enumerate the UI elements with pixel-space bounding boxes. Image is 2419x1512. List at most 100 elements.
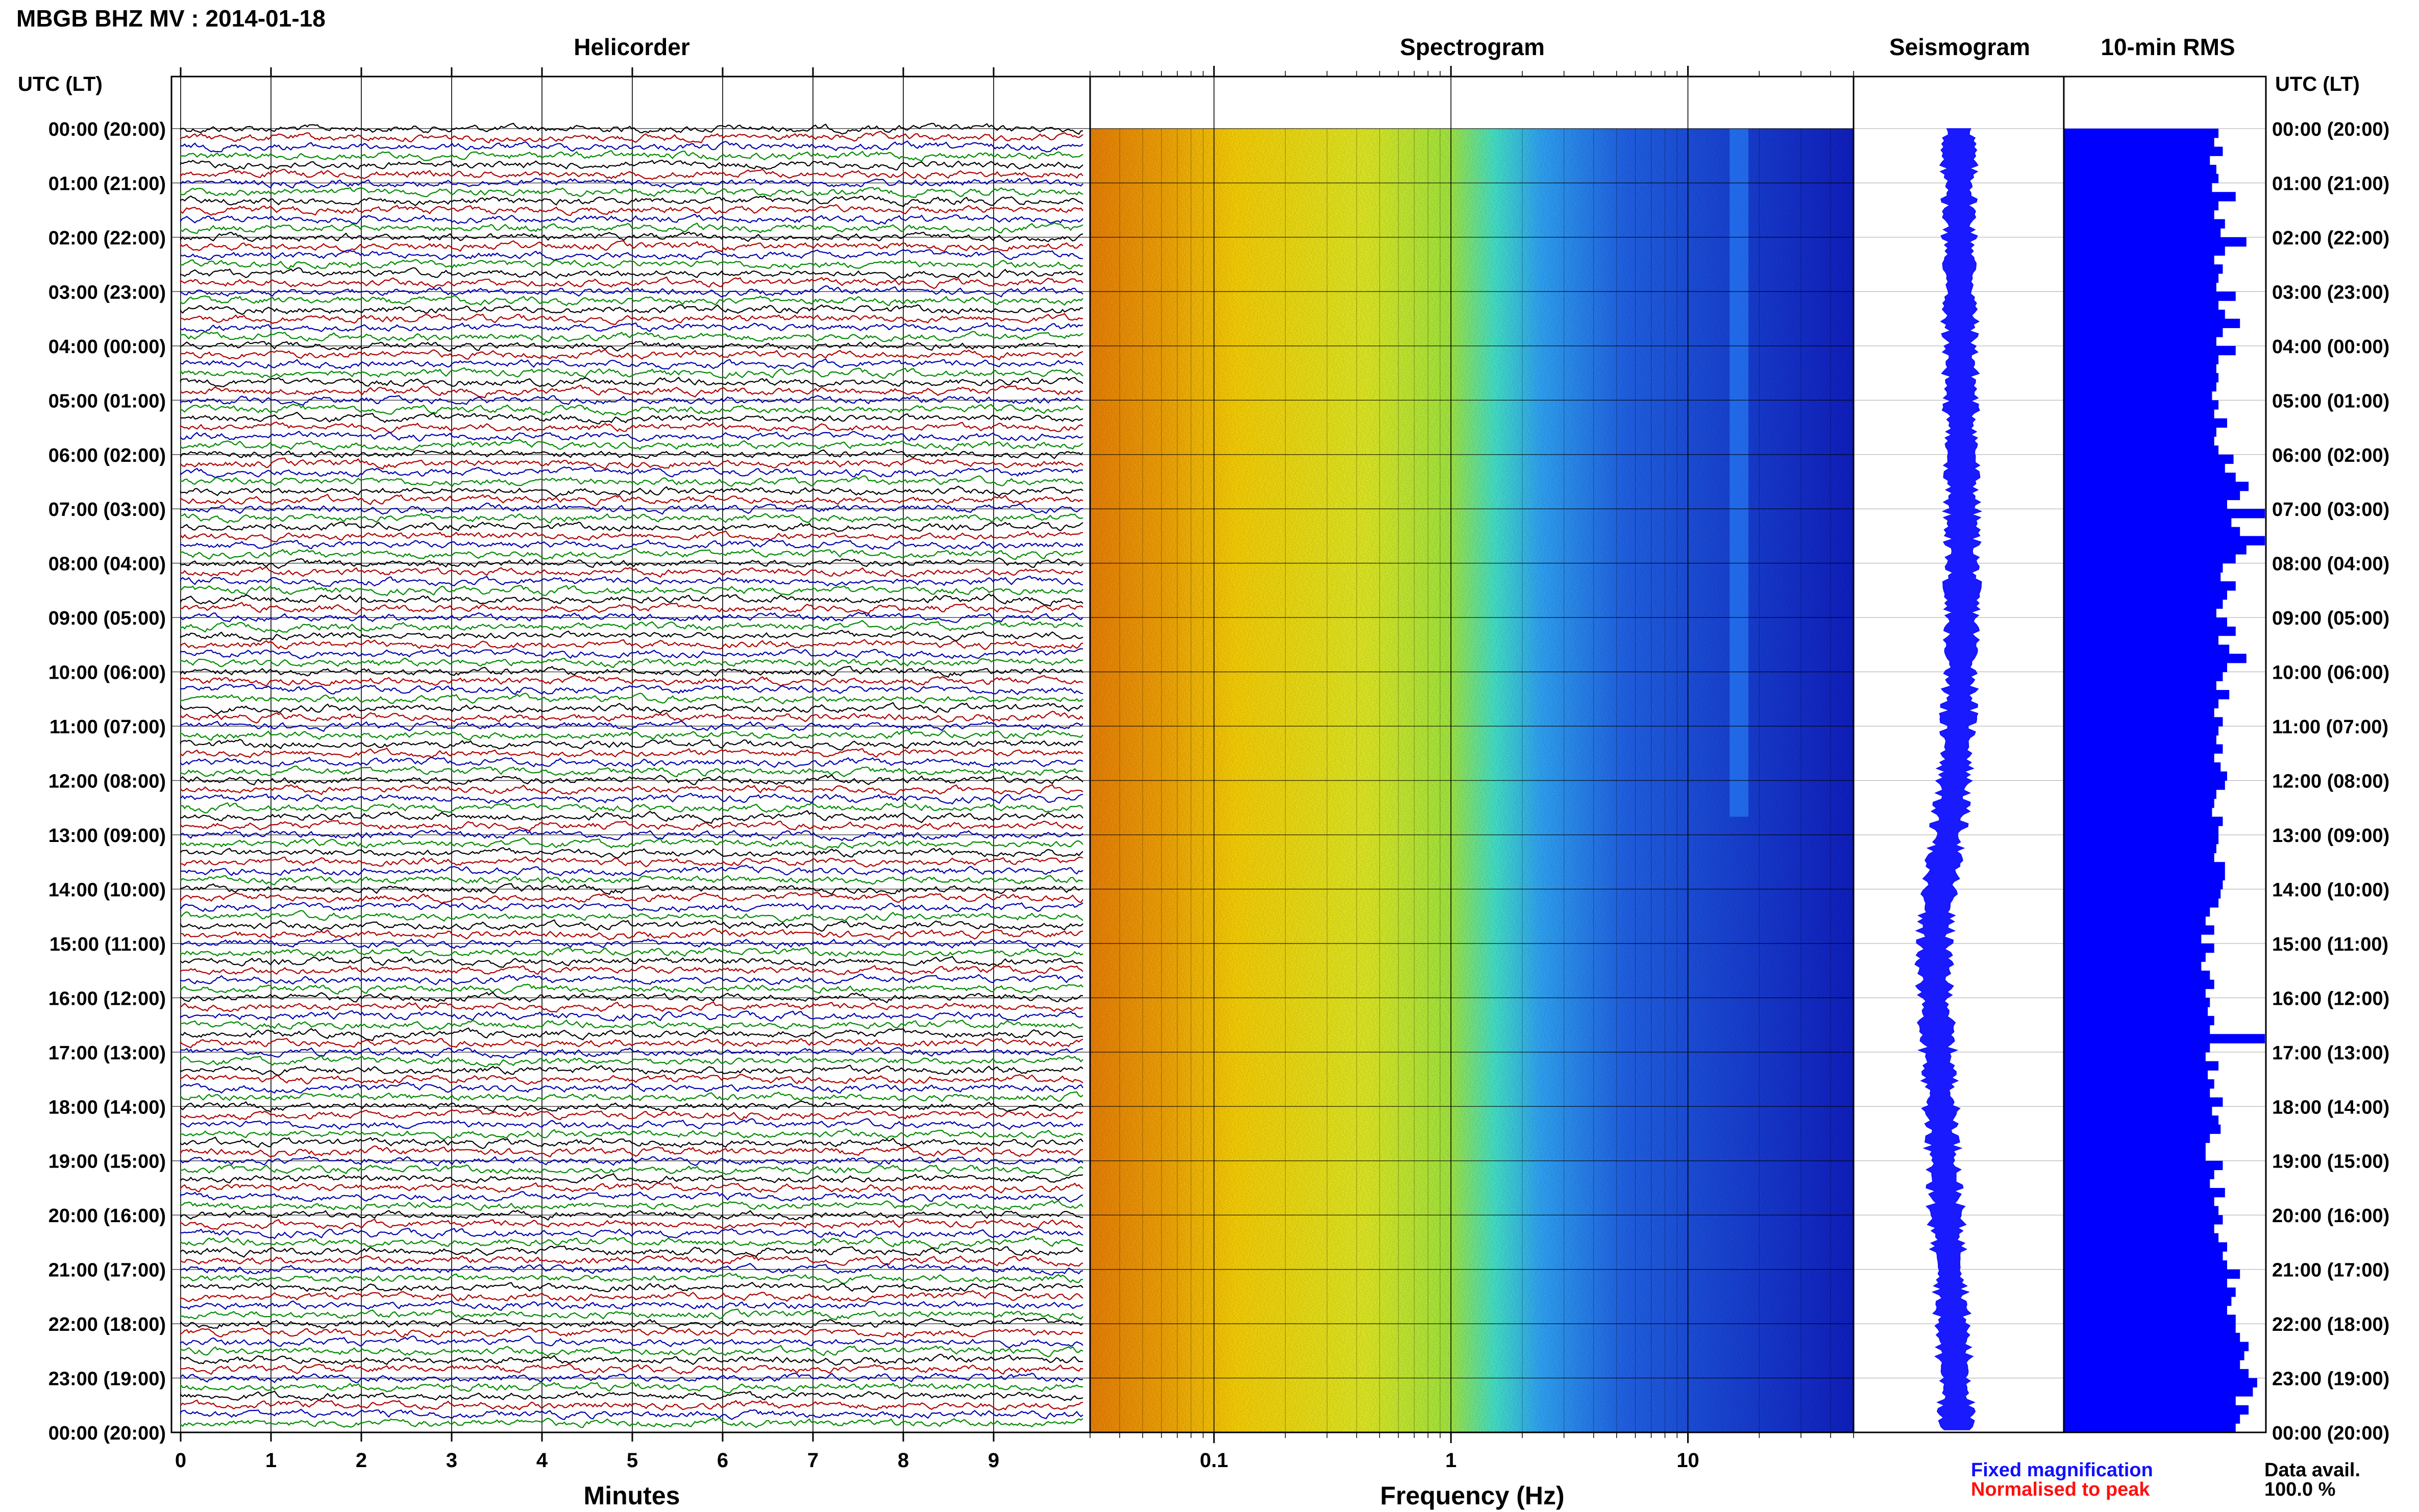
helicorder-trace [180,1345,1083,1358]
helicorder-trace [180,204,1083,216]
rms-bar [2064,1278,2227,1288]
hour-label-left: 04:00 (00:00) [48,336,166,358]
rms-bar [2064,345,2236,356]
rms-bar [2064,1015,2214,1026]
rms-bar [2064,690,2230,700]
helicorder-xtick-label: 5 [627,1449,638,1472]
rms-bar [2064,1414,2240,1424]
hour-label-right: 04:00 (00:00) [2272,336,2389,358]
rms-bar [2064,1332,2240,1343]
rms-bar [2064,1034,2265,1044]
rms-bar [2064,599,2223,609]
hour-label-right: 16:00 (12:00) [2272,988,2389,1009]
rms-bar [2064,771,2227,781]
rms-bar [2064,173,2219,184]
hour-label-right: 20:00 (16:00) [2272,1205,2389,1227]
rms-bar [2064,1242,2227,1252]
helicorder-trace [180,847,1083,859]
rms-bar [2064,418,2227,428]
helicorder-trace [180,1037,1083,1049]
helicorder-xtick-label: 3 [446,1449,457,1472]
helicorder-trace [180,602,1083,615]
rms-bar [2064,309,2225,319]
hour-label-left: 12:00 (08:00) [48,771,166,792]
rms-bar [2064,1342,2249,1351]
rms-bar [2064,1206,2219,1216]
helicorder-trace [180,675,1083,687]
helicorder-trace [180,122,1083,135]
helicorder-trace [180,702,1083,715]
helicorder-trace [180,730,1083,741]
hour-label-right: 10:00 (06:00) [2272,662,2389,684]
helicorder-trace [180,837,1083,850]
rms-bar [2064,1097,2223,1107]
rms-bar [2064,264,2223,274]
rms-bar [2064,635,2219,645]
helicorder-trace [180,195,1083,208]
helicorder-trace [180,1353,1083,1366]
rms-bar [2064,237,2247,247]
helicorder-trace [180,992,1083,1004]
spectrogram-xtick-label: 10 [1676,1449,1699,1472]
helicorder-trace [180,485,1083,498]
hour-label-left: 01:00 (21:00) [48,173,166,194]
helicorder-trace [180,810,1083,824]
helicorder-trace [180,875,1083,886]
helicorder-trace [180,222,1083,234]
rms-bar [2064,509,2265,518]
hour-label-left: 23:00 (19:00) [48,1369,166,1390]
helicorder-trace [180,956,1083,968]
seismogram-panel [1854,77,2064,1433]
helicorder-trace [180,377,1083,387]
rms-bar [2064,400,2219,410]
rms-bar [2064,373,2219,383]
rms-bar [2064,500,2227,509]
hour-label-right: 18:00 (14:00) [2272,1097,2389,1118]
rms-bar [2064,192,2236,202]
helicorder-trace [180,1245,1083,1258]
helicorder-trace [180,774,1083,786]
hour-label-left: 09:00 (05:00) [48,608,166,629]
rms-bar [2064,490,2240,501]
rms-bar [2064,1160,2223,1171]
helicorder-trace [180,947,1083,958]
helicorder-trace [180,411,1083,425]
hour-label-left: 19:00 (15:00) [48,1151,166,1173]
rms-bar [2064,807,2212,817]
helicorder-trace [180,259,1083,270]
helicorder-trace [180,964,1083,976]
helicorder-trace [180,231,1083,242]
helicorder-trace [180,928,1083,940]
helicorder-trace [180,475,1083,487]
helicorder-trace [180,829,1083,841]
helicorder-trace [180,1082,1083,1094]
rms-bar [2064,427,2216,437]
helicorder-trace [180,1155,1083,1167]
rms-bar [2064,364,2216,374]
hour-label-left: 00:00 (20:00) [48,1423,166,1444]
helicorder-trace [180,131,1083,144]
helicorder-trace [180,530,1083,542]
helicorder-trace [180,1027,1083,1042]
helicorder-trace [180,403,1083,416]
helicorder-trace [180,1300,1083,1311]
rms-bar [2064,255,2214,265]
helicorder-trace [180,1372,1083,1383]
rms-bar [2064,1170,2214,1179]
rms-bar [2064,1369,2249,1379]
rms-bar [2064,608,2216,618]
rms-bar [2064,1224,2214,1234]
helicorder-trace [180,548,1083,560]
helicorder-xlabel: Minutes [584,1481,680,1510]
legend-normalised-to-peak: Normalised to peak [1971,1479,2150,1500]
helicorder-trace [180,748,1083,759]
helicorder-trace [180,585,1083,597]
helicorder-trace [180,619,1083,633]
helicorder-trace [180,521,1083,532]
helicorder-trace [180,1047,1083,1059]
rms-bar [2064,971,2210,980]
rms-bar [2064,137,2214,147]
rms-bar [2064,1405,2249,1415]
rms-bar [2064,473,2236,482]
